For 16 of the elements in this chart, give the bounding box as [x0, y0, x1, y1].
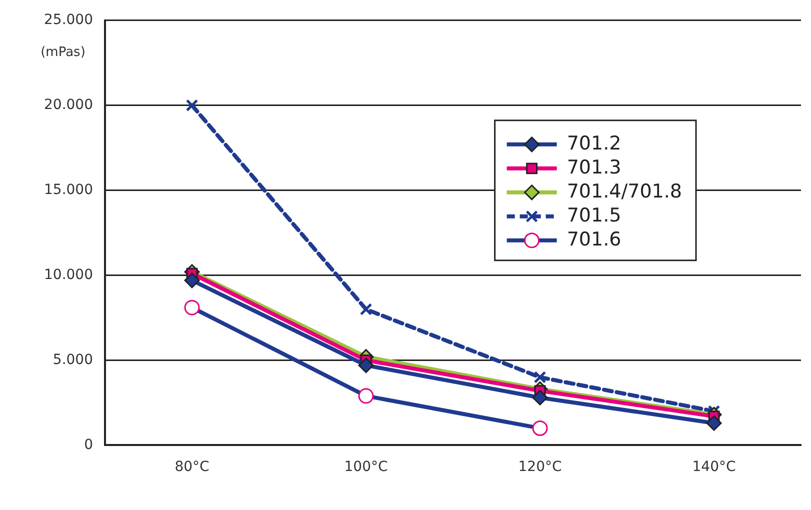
y-tick-label: 10.000: [44, 266, 93, 283]
legend-label: 701.2: [566, 132, 622, 154]
y-axis-title: (mPas): [40, 44, 86, 60]
x-tick-label: 120°C: [518, 459, 562, 476]
legend-label: 701.3: [566, 156, 622, 178]
y-tick-label: 5.000: [52, 352, 93, 368]
y-tick-label: 0: [84, 436, 93, 453]
x-tick-label: 80°C: [174, 459, 210, 476]
y-tick-label: 25.000: [44, 12, 93, 28]
x-tick-label: 100°C: [344, 459, 388, 476]
y-tick-label: 20.000: [44, 97, 93, 113]
legend-label: 701.5: [566, 204, 622, 226]
y-tick-label: 15.000: [44, 182, 93, 198]
legend-label: 701.4/701.8: [566, 180, 682, 202]
x-tick-label: 140°C: [692, 459, 736, 476]
legend-label: 701.6: [566, 228, 622, 250]
